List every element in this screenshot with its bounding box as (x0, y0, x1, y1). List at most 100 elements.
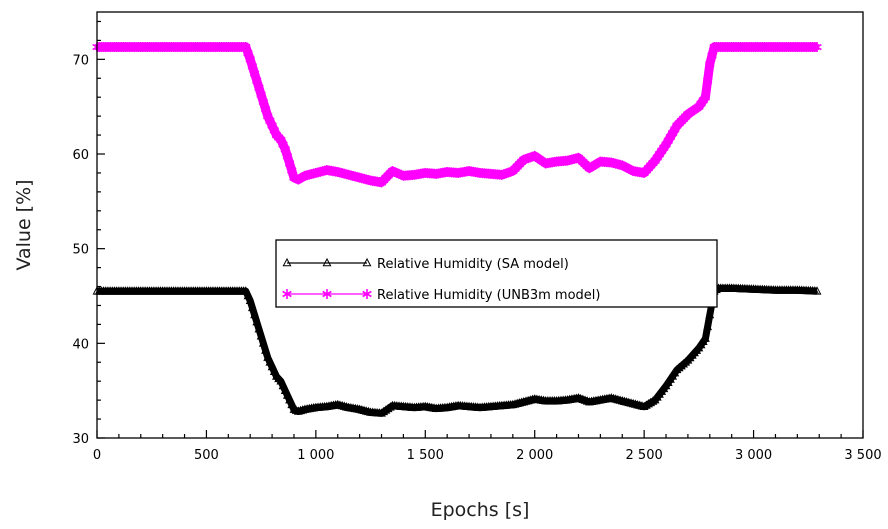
data-point-marker (681, 357, 691, 366)
plot-frame (96, 11, 864, 439)
legend-marker (362, 257, 372, 267)
data-point-marker (291, 405, 301, 414)
data-point-marker (333, 399, 343, 409)
data-point-marker (685, 352, 695, 362)
data-point-marker (265, 357, 275, 366)
x-tick-label: 0 (93, 448, 101, 463)
x-tick-label: 500 (194, 448, 219, 463)
data-point-marker (574, 393, 583, 402)
legend: Relative Humidity (SA model) Relative Hu… (275, 239, 718, 308)
y-tick-label: 40 (72, 337, 89, 352)
data-point-marker (267, 361, 277, 371)
data-point-marker (280, 385, 290, 394)
data-point-marker (245, 295, 255, 305)
data-point-marker (644, 399, 653, 408)
data-point-marker (285, 395, 295, 404)
data-point-marker (646, 397, 656, 407)
x-tick-label: 1 000 (297, 448, 334, 463)
data-point-marker (250, 309, 260, 319)
data-point-marker (690, 347, 699, 357)
data-point-marker (256, 331, 266, 340)
data-point-marker (683, 355, 693, 364)
data-point-marker (635, 400, 645, 409)
data-point-marker (639, 401, 649, 411)
data-point-marker (245, 54, 255, 65)
x-tick-label: 3 000 (735, 448, 772, 463)
x-tick-label: 2 000 (516, 448, 553, 463)
x-tick-label: 2 500 (626, 448, 663, 463)
data-point-marker (615, 395, 625, 404)
data-point-marker (705, 309, 715, 319)
data-point-marker (812, 286, 822, 295)
data-point-marker (269, 366, 279, 376)
x-axis-title: Epochs [s] (431, 499, 530, 521)
data-point-marker (256, 89, 266, 100)
data-point-marker (528, 394, 537, 404)
data-point-marker (650, 395, 660, 404)
data-point-marker (630, 399, 640, 408)
data-point-marker (258, 96, 269, 107)
data-point-marker (355, 404, 365, 413)
data-point-marker (282, 390, 292, 399)
data-point-marker (611, 394, 621, 403)
data-point-marker (260, 104, 271, 115)
data-point-marker (705, 59, 715, 70)
data-point-marker (287, 399, 297, 409)
data-point-marker (249, 68, 260, 79)
y-tick-label: 60 (72, 148, 89, 163)
data-point-marker (252, 316, 262, 326)
data-point-marker (337, 400, 347, 410)
legend-marker (282, 257, 292, 267)
legend-sample-sa-model (282, 257, 372, 267)
legend-marker (322, 289, 332, 299)
data-point-marker (613, 394, 623, 404)
x-tick-label: 3 500 (844, 448, 881, 463)
data-point-marker (342, 402, 351, 411)
data-point-marker (648, 396, 658, 405)
data-point-marker (700, 333, 710, 342)
data-point-marker (284, 158, 295, 169)
data-point-marker (289, 404, 299, 413)
data-point-marker (628, 398, 638, 408)
data-point-marker (243, 290, 253, 300)
data-point-marker (655, 389, 664, 398)
data-point-marker (359, 405, 369, 415)
data-point-marker (276, 376, 286, 385)
data-point-marker (263, 352, 273, 361)
data-point-marker (578, 394, 588, 404)
x-tick-label: 1 500 (407, 448, 444, 463)
series-markers-unb3m-model (92, 42, 822, 188)
data-point-marker (582, 396, 592, 405)
legend-sample-unb3m-model (282, 289, 372, 299)
data-point-marker (633, 399, 643, 409)
data-point-marker (278, 380, 288, 390)
data-point-marker (357, 405, 367, 414)
data-point-marker (247, 61, 258, 72)
data-point-marker (620, 396, 629, 405)
data-point-marker (626, 398, 636, 407)
data-point-marker (280, 144, 290, 155)
data-point-marker (287, 165, 297, 176)
data-point-marker (641, 400, 651, 409)
data-point-marker (657, 386, 667, 395)
data-point-marker (609, 393, 618, 403)
y-tick-label: 70 (72, 53, 89, 68)
y-axis-title: Value [%] (13, 179, 35, 270)
data-point-marker (692, 345, 702, 354)
data-point-marker (258, 338, 268, 347)
data-point-marker (659, 383, 669, 393)
axes: 0 500 1 000 1 500 2 000 2 500 3 000 3 500 30 40 50… (72, 11, 882, 463)
data-point-marker (652, 392, 662, 401)
legend-label-sa-model: Relative Humidity (SA model) (377, 257, 569, 272)
data-point-marker (254, 82, 264, 93)
data-point-marker (687, 350, 697, 359)
legend-label-unb3m-model: Relative Humidity (UNB3m model) (377, 288, 600, 303)
data-point-marker (606, 393, 616, 402)
data-point-marker (576, 393, 586, 403)
data-point-marker (624, 397, 634, 407)
data-point-marker (252, 75, 262, 86)
data-point-marker (247, 302, 257, 312)
plot-area (92, 42, 822, 417)
data-point-marker (700, 92, 711, 103)
